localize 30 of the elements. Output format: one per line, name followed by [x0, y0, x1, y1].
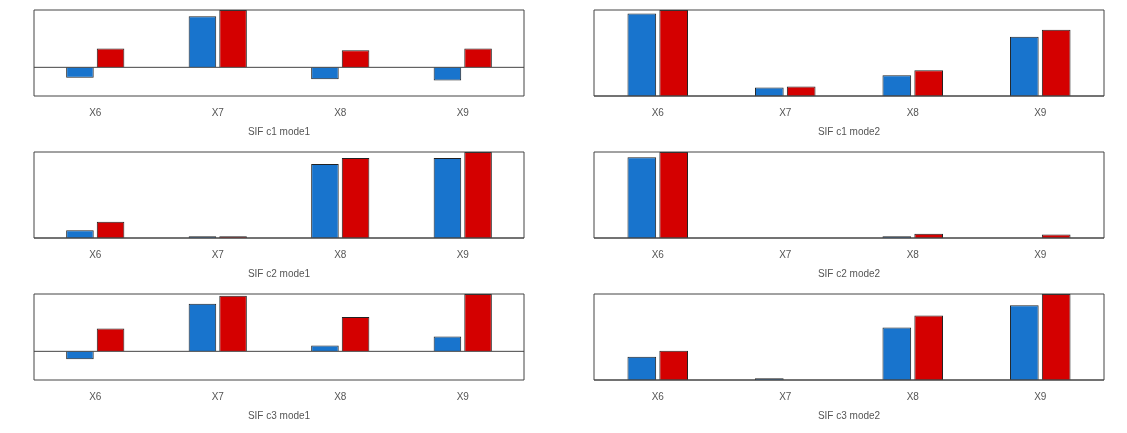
- x-tick-label: X8: [334, 106, 347, 118]
- x-tick-label: X7: [211, 390, 225, 402]
- x-tick-label: X8: [906, 248, 920, 260]
- x-axis-title: SIF c1 mode2: [817, 125, 881, 137]
- x-tick-label: X6: [651, 248, 665, 260]
- x-tick-label: X7: [779, 390, 792, 402]
- x-tick-label: X7: [779, 106, 792, 118]
- x-tick-label: X6: [89, 248, 102, 260]
- x-tick-label: X9: [1034, 390, 1047, 402]
- x-axis-title: SIF c2 mode2: [817, 267, 881, 279]
- x-tick-label: X9: [456, 106, 470, 118]
- x-tick-label: X7: [211, 248, 225, 260]
- x-tick-label: X7: [779, 248, 792, 260]
- x-tick-label: X9: [456, 390, 470, 402]
- x-axis-title: SIF c2 mode1: [247, 267, 311, 279]
- x-axis-title: SIF c1 mode1: [247, 125, 311, 137]
- x-axis-title: SIF c3 mode1: [247, 409, 311, 421]
- x-tick-label: X6: [651, 390, 665, 402]
- x-tick-label: X8: [334, 390, 347, 402]
- x-tick-label: X9: [456, 248, 470, 260]
- x-tick-label: X9: [1034, 248, 1047, 260]
- x-tick-label: X8: [906, 390, 920, 402]
- x-tick-label: X6: [89, 106, 102, 118]
- x-axis-title: SIF c3 mode2: [817, 409, 881, 421]
- x-tick-label: X8: [334, 248, 347, 260]
- x-tick-label: X9: [1034, 106, 1047, 118]
- x-tick-label: X6: [651, 106, 665, 118]
- x-tick-label: X8: [906, 106, 920, 118]
- x-tick-label: X7: [211, 106, 225, 118]
- x-tick-label: X6: [89, 390, 102, 402]
